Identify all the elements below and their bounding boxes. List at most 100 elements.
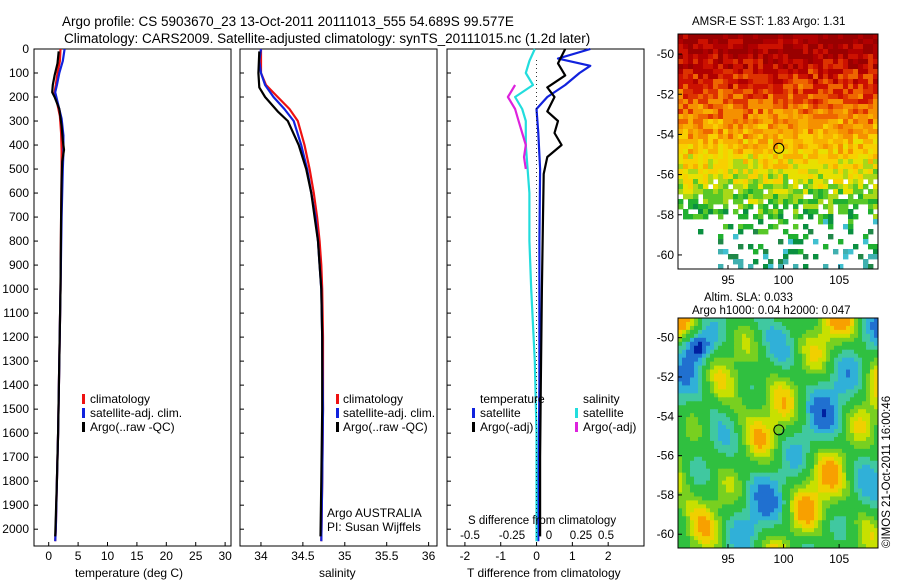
sla-cell	[774, 329, 779, 335]
sla-cell	[710, 476, 715, 481]
sla-cell	[738, 421, 743, 426]
sst-cell	[748, 189, 754, 195]
sla-cell	[774, 512, 779, 517]
sla-cell	[706, 377, 711, 382]
sla-cell	[862, 516, 867, 521]
sla-cell	[838, 512, 843, 517]
sla-cell	[750, 512, 755, 517]
sst-cell	[793, 179, 799, 185]
sst-cell	[848, 154, 854, 160]
sla-cell	[842, 429, 847, 434]
sla-cell	[690, 321, 695, 327]
sst-cell	[808, 74, 814, 80]
sst-cell	[798, 129, 804, 135]
sla-cell	[678, 421, 683, 426]
sst-cell	[813, 209, 819, 215]
sst-cell	[703, 194, 709, 200]
sst-cell	[803, 209, 809, 215]
sla-cell	[874, 468, 878, 474]
sst-cell	[853, 199, 859, 205]
sla-cell	[706, 532, 711, 537]
sst-cell	[798, 249, 804, 255]
sst-cell	[763, 104, 769, 110]
sla-cell	[778, 429, 783, 434]
sst-cell	[788, 84, 794, 90]
sla-cell	[842, 516, 847, 521]
sla-cell	[726, 472, 731, 478]
sst-cell	[718, 109, 724, 115]
sst-cell	[758, 129, 764, 135]
sst-cell	[818, 109, 824, 115]
sst-cell	[753, 214, 759, 220]
sst-cell	[703, 84, 709, 90]
sla-cell	[778, 488, 783, 493]
sla-cell	[794, 448, 799, 454]
sst-cell	[808, 214, 814, 220]
sla-cell	[790, 520, 795, 525]
sst-cell	[683, 54, 689, 60]
sla-cell	[822, 504, 827, 509]
sla-cell	[762, 496, 767, 501]
sst-cell	[813, 59, 819, 65]
sla-cell	[870, 353, 875, 359]
sla-cell	[754, 405, 759, 410]
sla-cell	[822, 345, 827, 351]
sla-cell	[754, 385, 759, 390]
sla-cell	[694, 329, 699, 335]
sla-cell	[722, 480, 727, 485]
sst-cell	[763, 229, 769, 235]
sla-cell	[858, 528, 863, 533]
sla-cell	[710, 353, 715, 359]
sla-cell	[830, 409, 835, 414]
sla-cell	[682, 512, 687, 517]
sst-cell	[728, 119, 734, 125]
sla-cell	[686, 492, 691, 497]
sla-cell	[866, 373, 871, 378]
sst-cell	[818, 69, 824, 75]
sst-cell	[748, 99, 754, 105]
sla-cell	[794, 496, 799, 501]
sla-cell	[786, 472, 791, 478]
sla-cell	[794, 444, 799, 450]
sla-cell	[786, 373, 791, 378]
sla-cell	[866, 512, 871, 517]
sst-cell	[783, 189, 789, 195]
sla-cell	[690, 341, 695, 347]
sla-cell	[858, 325, 863, 331]
sla-cell	[678, 397, 683, 402]
sla-cell	[818, 512, 823, 517]
sla-cell	[706, 397, 711, 402]
sla-cell	[762, 524, 767, 529]
sla-cell	[826, 540, 831, 545]
sst-cell	[868, 244, 874, 250]
map-y-tick-label: -60	[657, 527, 675, 541]
sla-cell	[842, 413, 847, 418]
sst-cell	[748, 54, 754, 60]
sla-cell	[810, 472, 815, 478]
sla-cell	[798, 337, 803, 343]
sla-cell	[798, 492, 803, 497]
sla-cell	[730, 464, 735, 470]
sla-cell	[798, 401, 803, 406]
sst-cell	[843, 84, 849, 90]
sla-cell	[762, 361, 767, 366]
sla-cell	[782, 480, 787, 485]
sst-cell	[753, 109, 759, 115]
sla-cell	[814, 484, 819, 489]
sla-cell	[814, 369, 819, 374]
sst-cell	[823, 189, 829, 195]
sla-cell	[874, 524, 878, 529]
sst-cell	[818, 54, 824, 60]
sla-cell	[726, 393, 731, 398]
sst-cell	[698, 134, 704, 140]
sst-cell	[768, 99, 774, 105]
sla-cell	[698, 456, 703, 462]
sst-cell	[718, 99, 724, 105]
y-tick-label: 1800	[2, 474, 29, 488]
sla-cell	[766, 500, 771, 505]
sla-cell	[818, 425, 823, 430]
sla-cell	[770, 468, 775, 474]
sla-cell	[822, 536, 827, 541]
sst-cell	[688, 104, 694, 110]
sst-cell	[688, 194, 694, 200]
